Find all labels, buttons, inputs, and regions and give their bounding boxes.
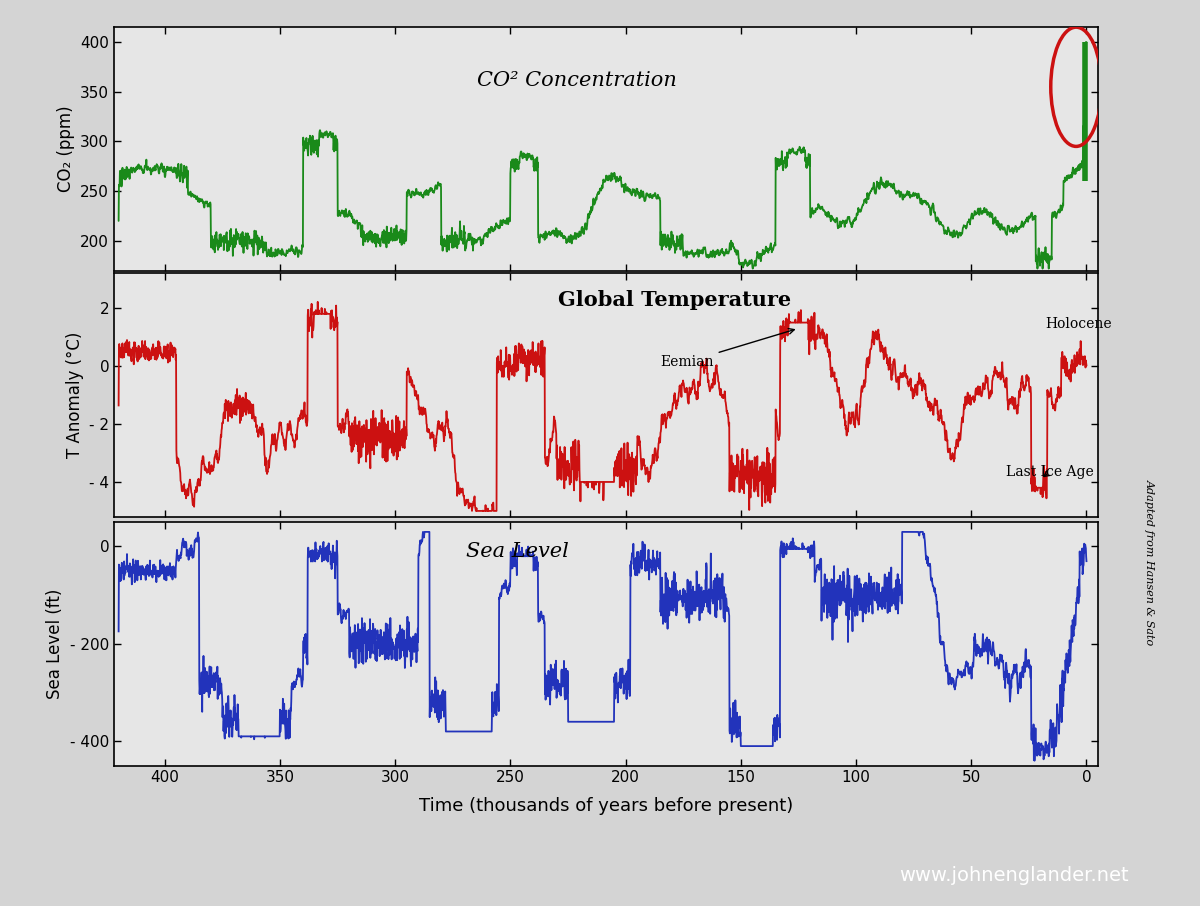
- Text: Sea Level: Sea Level: [466, 542, 569, 561]
- Y-axis label: CO₂ (ppm): CO₂ (ppm): [56, 106, 74, 192]
- Y-axis label: Sea Level (ft): Sea Level (ft): [47, 589, 65, 699]
- Text: CO² Concentration: CO² Concentration: [476, 71, 677, 90]
- Text: www.johnenglander.net: www.johnenglander.net: [899, 866, 1129, 884]
- Text: Holocene: Holocene: [1045, 317, 1111, 332]
- Text: Last Ice Age: Last Ice Age: [1006, 465, 1093, 479]
- Text: Adapted from Hansen & Sato: Adapted from Hansen & Sato: [1145, 478, 1154, 645]
- Text: Eemian: Eemian: [660, 329, 794, 369]
- Y-axis label: T Anomaly (°C): T Anomaly (°C): [66, 332, 84, 458]
- X-axis label: Time (thousands of years before present): Time (thousands of years before present): [419, 796, 793, 814]
- Text: Global Temperature: Global Temperature: [558, 290, 792, 311]
